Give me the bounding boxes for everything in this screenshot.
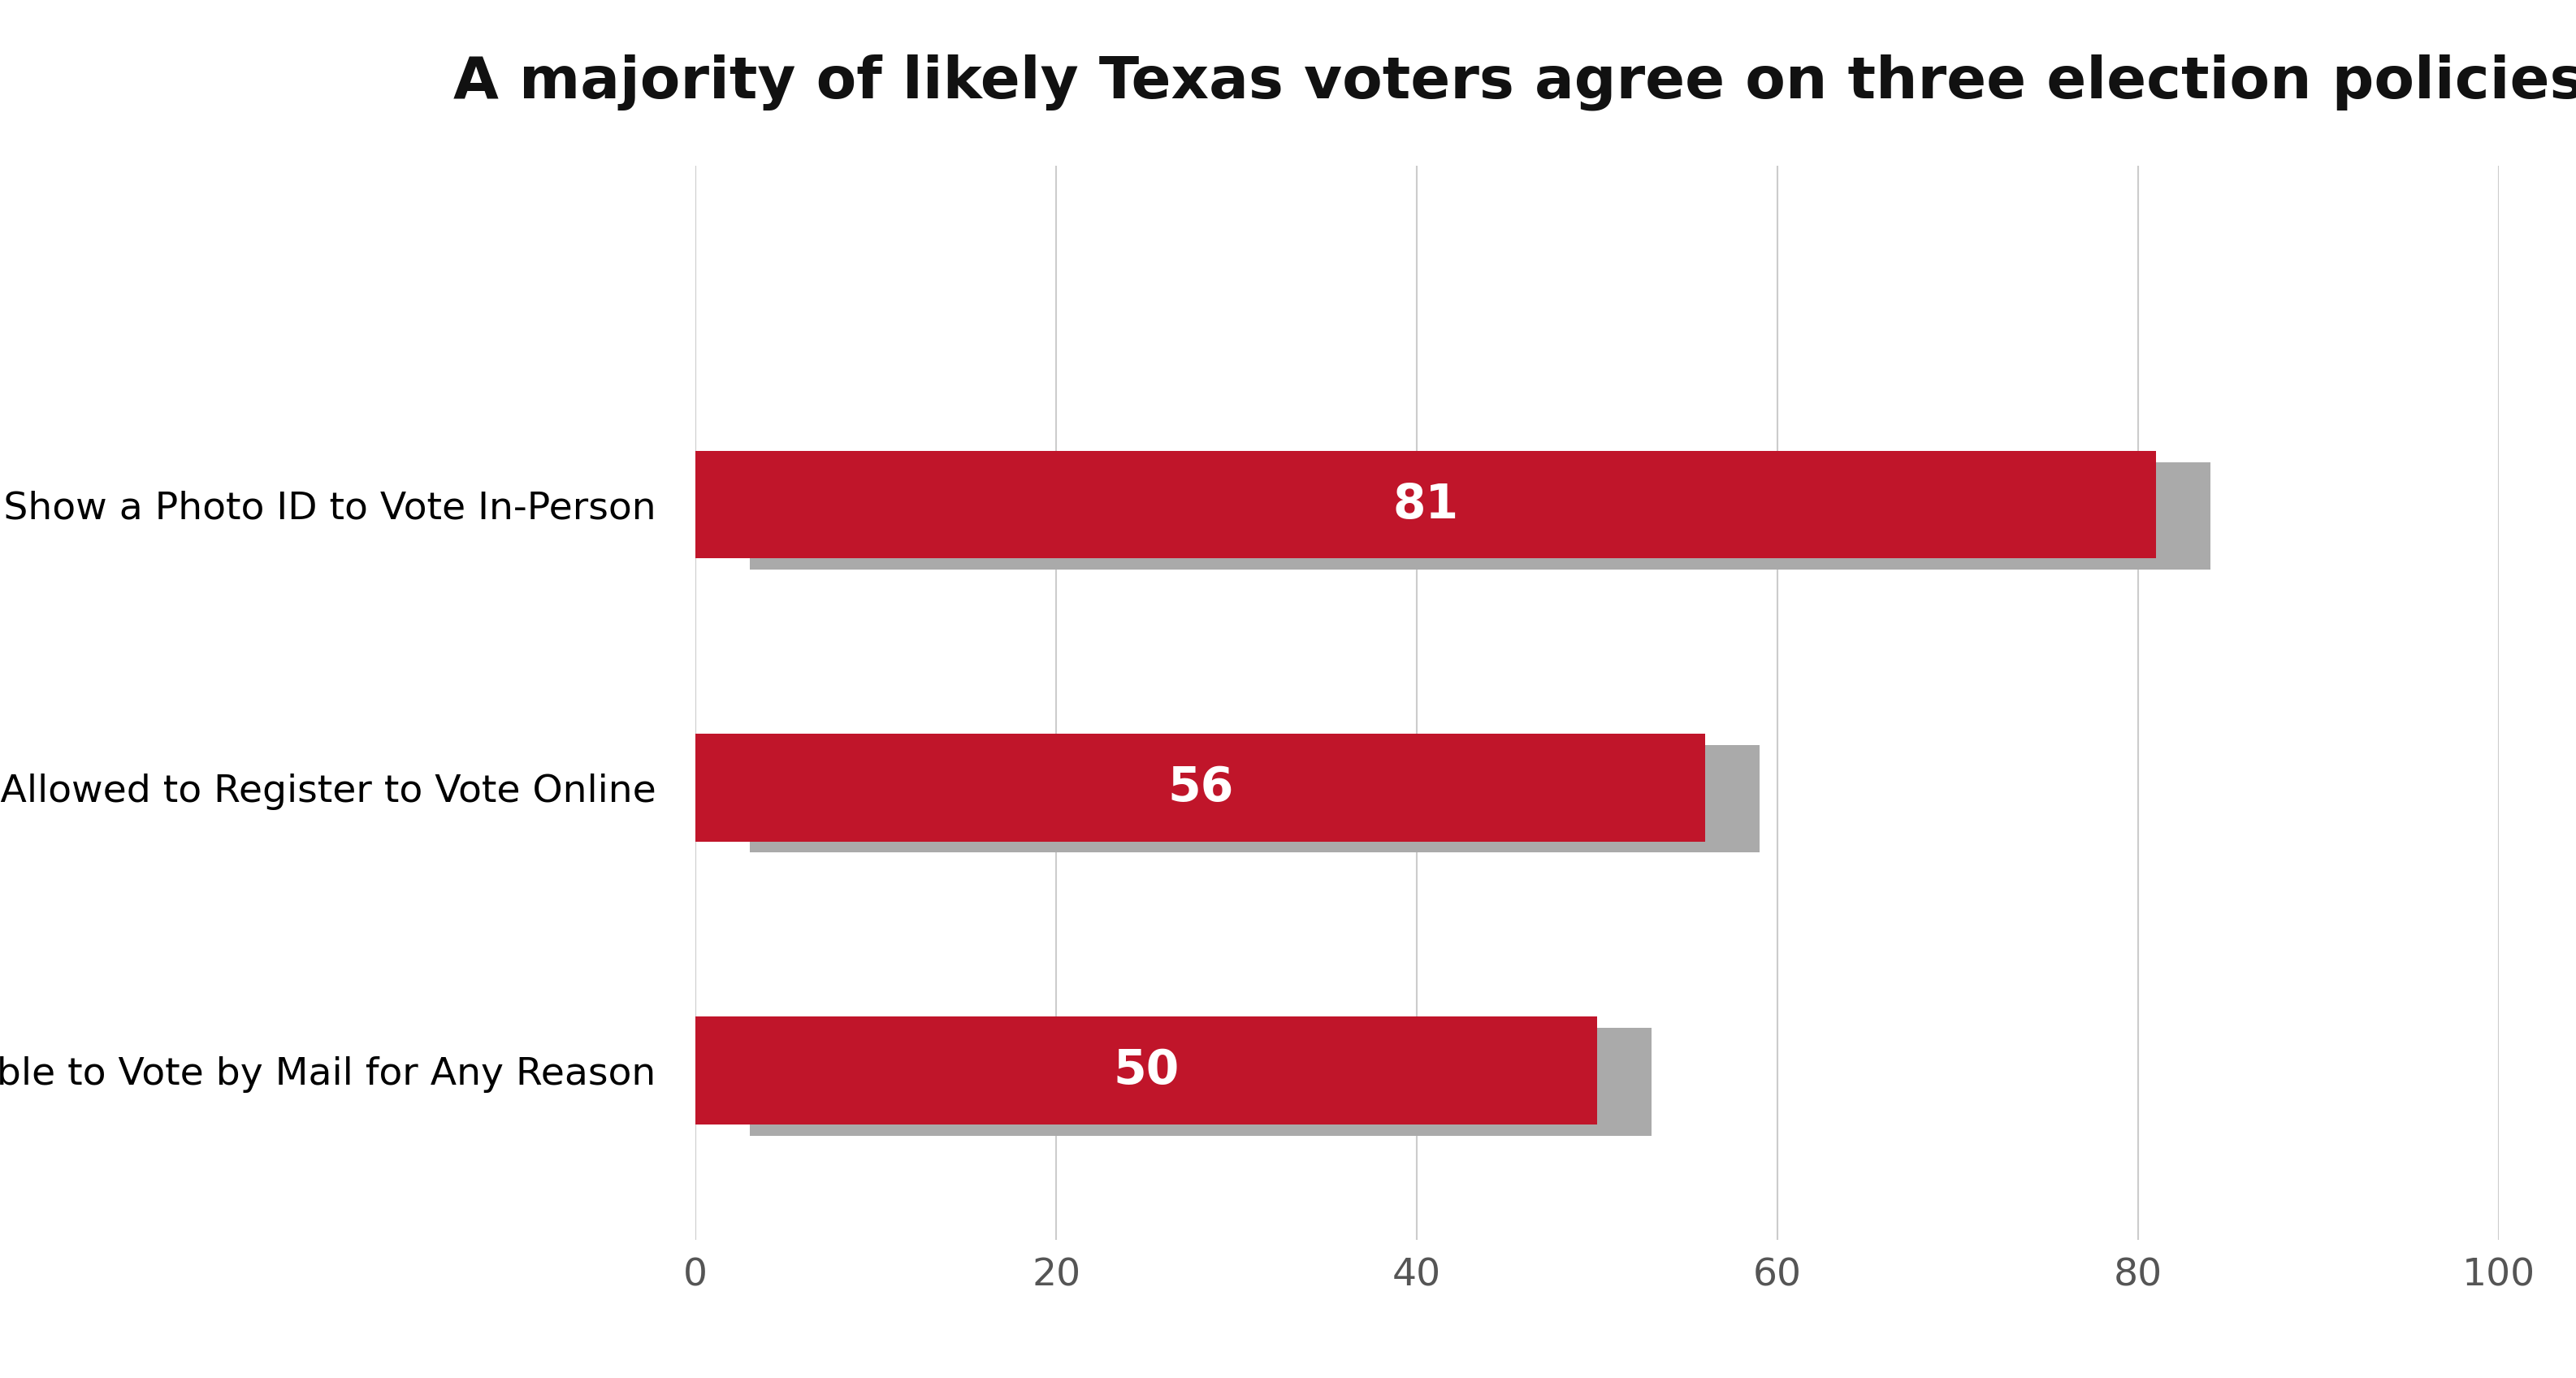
Bar xyxy=(696,451,2156,558)
FancyBboxPatch shape xyxy=(750,463,2210,570)
Bar xyxy=(696,734,1705,842)
Title: A majority of likely Texas voters agree on three election policies (%):: A majority of likely Texas voters agree … xyxy=(453,54,2576,110)
FancyBboxPatch shape xyxy=(750,745,1759,853)
Text: 81: 81 xyxy=(1394,482,1458,528)
Text: 56: 56 xyxy=(1167,765,1234,810)
Bar xyxy=(696,1017,1597,1124)
FancyBboxPatch shape xyxy=(750,1028,1651,1135)
Text: 50: 50 xyxy=(1113,1047,1180,1094)
